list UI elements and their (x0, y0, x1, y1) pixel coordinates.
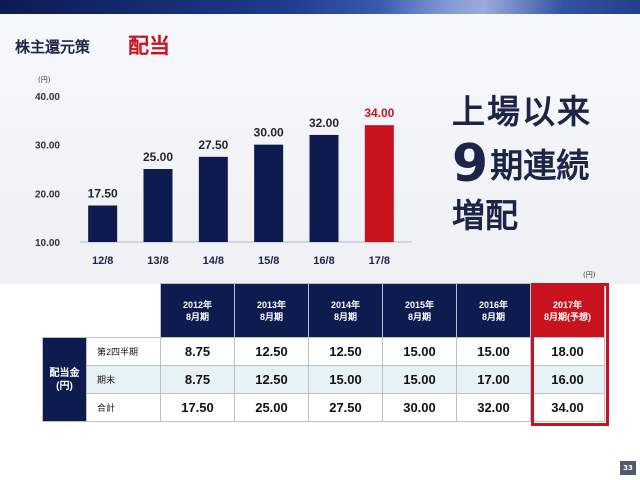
x-tick-label: 15/8 (258, 255, 279, 267)
x-tick-label: 13/8 (147, 255, 168, 267)
table-cell: 8.75 (160, 365, 235, 394)
table-cell: 25.00 (234, 393, 309, 422)
dividend-chart-svg: (円) 40.00 30.00 20.00 10.00 17.50 12/8 25.00 13/… (35, 76, 412, 267)
table-corner (43, 284, 87, 338)
table-corner (87, 284, 161, 338)
data-label: 34.00 (364, 106, 394, 120)
table-header-row: 2012年 8月期 2013年 8月期 2014年 8月期 2015年 8月期 2016年 8月期… (43, 283, 605, 338)
table-cell: 8.75 (160, 337, 235, 366)
table-cell: 32.00 (456, 393, 531, 422)
top-banner (0, 0, 640, 14)
table-cell: 18.00 (530, 337, 605, 366)
headline-line2: 9期連続 (452, 138, 632, 190)
data-label: 17.50 (88, 187, 118, 201)
table-cell: 15.00 (382, 337, 457, 366)
data-label: 32.00 (309, 116, 339, 130)
y-unit-label: (円) (38, 76, 51, 84)
dividend-chart: (円) 40.00 30.00 20.00 10.00 17.50 12/8 25.00 13/… (0, 70, 430, 285)
data-label: 25.00 (143, 150, 173, 164)
column-header: 2015年 8月期 (382, 283, 457, 338)
bar-13/8 (143, 169, 173, 242)
headline-count: 9 (452, 134, 489, 194)
column-header: 2016年 8月期 (456, 283, 531, 338)
bar-14/8 (198, 156, 228, 242)
headline-line1: 上場以来 (452, 92, 592, 131)
table-row: 配当金 (円) 第2四半期 8.75 12.50 12.50 15.00 15.00 18.00 (42, 337, 605, 422)
table-cell: 15.00 (308, 365, 383, 394)
bar-15/8 (254, 144, 284, 242)
page-number: 33 (620, 461, 636, 475)
data-label: 27.50 (198, 138, 228, 152)
table-row: 合計 17.50 25.00 27.50 30.00 32.00 34.00 (43, 393, 605, 422)
bar-12/8 (88, 205, 118, 242)
table-cell: 16.00 (530, 365, 605, 394)
x-tick-label: 16/8 (313, 255, 334, 267)
y-tick-label: 20.00 (35, 189, 60, 200)
row-label: 合計 (86, 393, 161, 422)
x-tick-label: 12/8 (92, 255, 113, 267)
data-label: 30.00 (254, 126, 284, 140)
row-group-header: 配当金 (円) (42, 337, 87, 422)
top-banner-shine (380, 0, 640, 14)
table-cell: 27.50 (308, 393, 383, 422)
section-label: 株主還元策 (15, 38, 91, 56)
table-cell: 34.00 (530, 393, 605, 422)
table-cell: 17.50 (160, 393, 235, 422)
table-cell: 30.00 (382, 393, 457, 422)
table-cell: 12.50 (308, 337, 383, 366)
column-header: 2017年 8月期(予想) (530, 283, 605, 338)
table-unit: (円) (583, 271, 596, 279)
page-title: 配当 (128, 34, 170, 58)
table-cell: 17.00 (456, 365, 531, 394)
x-tick-label: 14/8 (203, 255, 224, 267)
y-tick-label: 10.00 (35, 238, 60, 249)
table-cell: 12.50 (234, 365, 309, 394)
bar-16/8 (309, 134, 339, 242)
row-label: 第2四半期 (86, 337, 161, 366)
table-row: 期末 8.75 12.50 15.00 15.00 17.00 16.00 (43, 365, 605, 394)
column-header: 2012年 8月期 (160, 283, 235, 338)
headline-line2-rest: 期連続 (490, 146, 590, 185)
bar-17/8 (364, 125, 394, 242)
column-header: 2014年 8月期 (308, 283, 383, 338)
table-cell: 15.00 (456, 337, 531, 366)
table-cell: 15.00 (382, 365, 457, 394)
x-tick-label: 17/8 (369, 255, 390, 267)
headline-line3: 増配 (452, 196, 518, 235)
row-label: 期末 (86, 365, 161, 394)
y-tick-label: 40.00 (35, 92, 60, 103)
column-header: 2013年 8月期 (234, 283, 309, 338)
y-tick-label: 30.00 (35, 141, 60, 152)
table-cell: 12.50 (234, 337, 309, 366)
dividend-table: 2012年 8月期 2013年 8月期 2014年 8月期 2015年 8月期 2016年 8月期… (42, 283, 605, 422)
headline: 上場以来 9期連続 増配 (452, 92, 632, 236)
